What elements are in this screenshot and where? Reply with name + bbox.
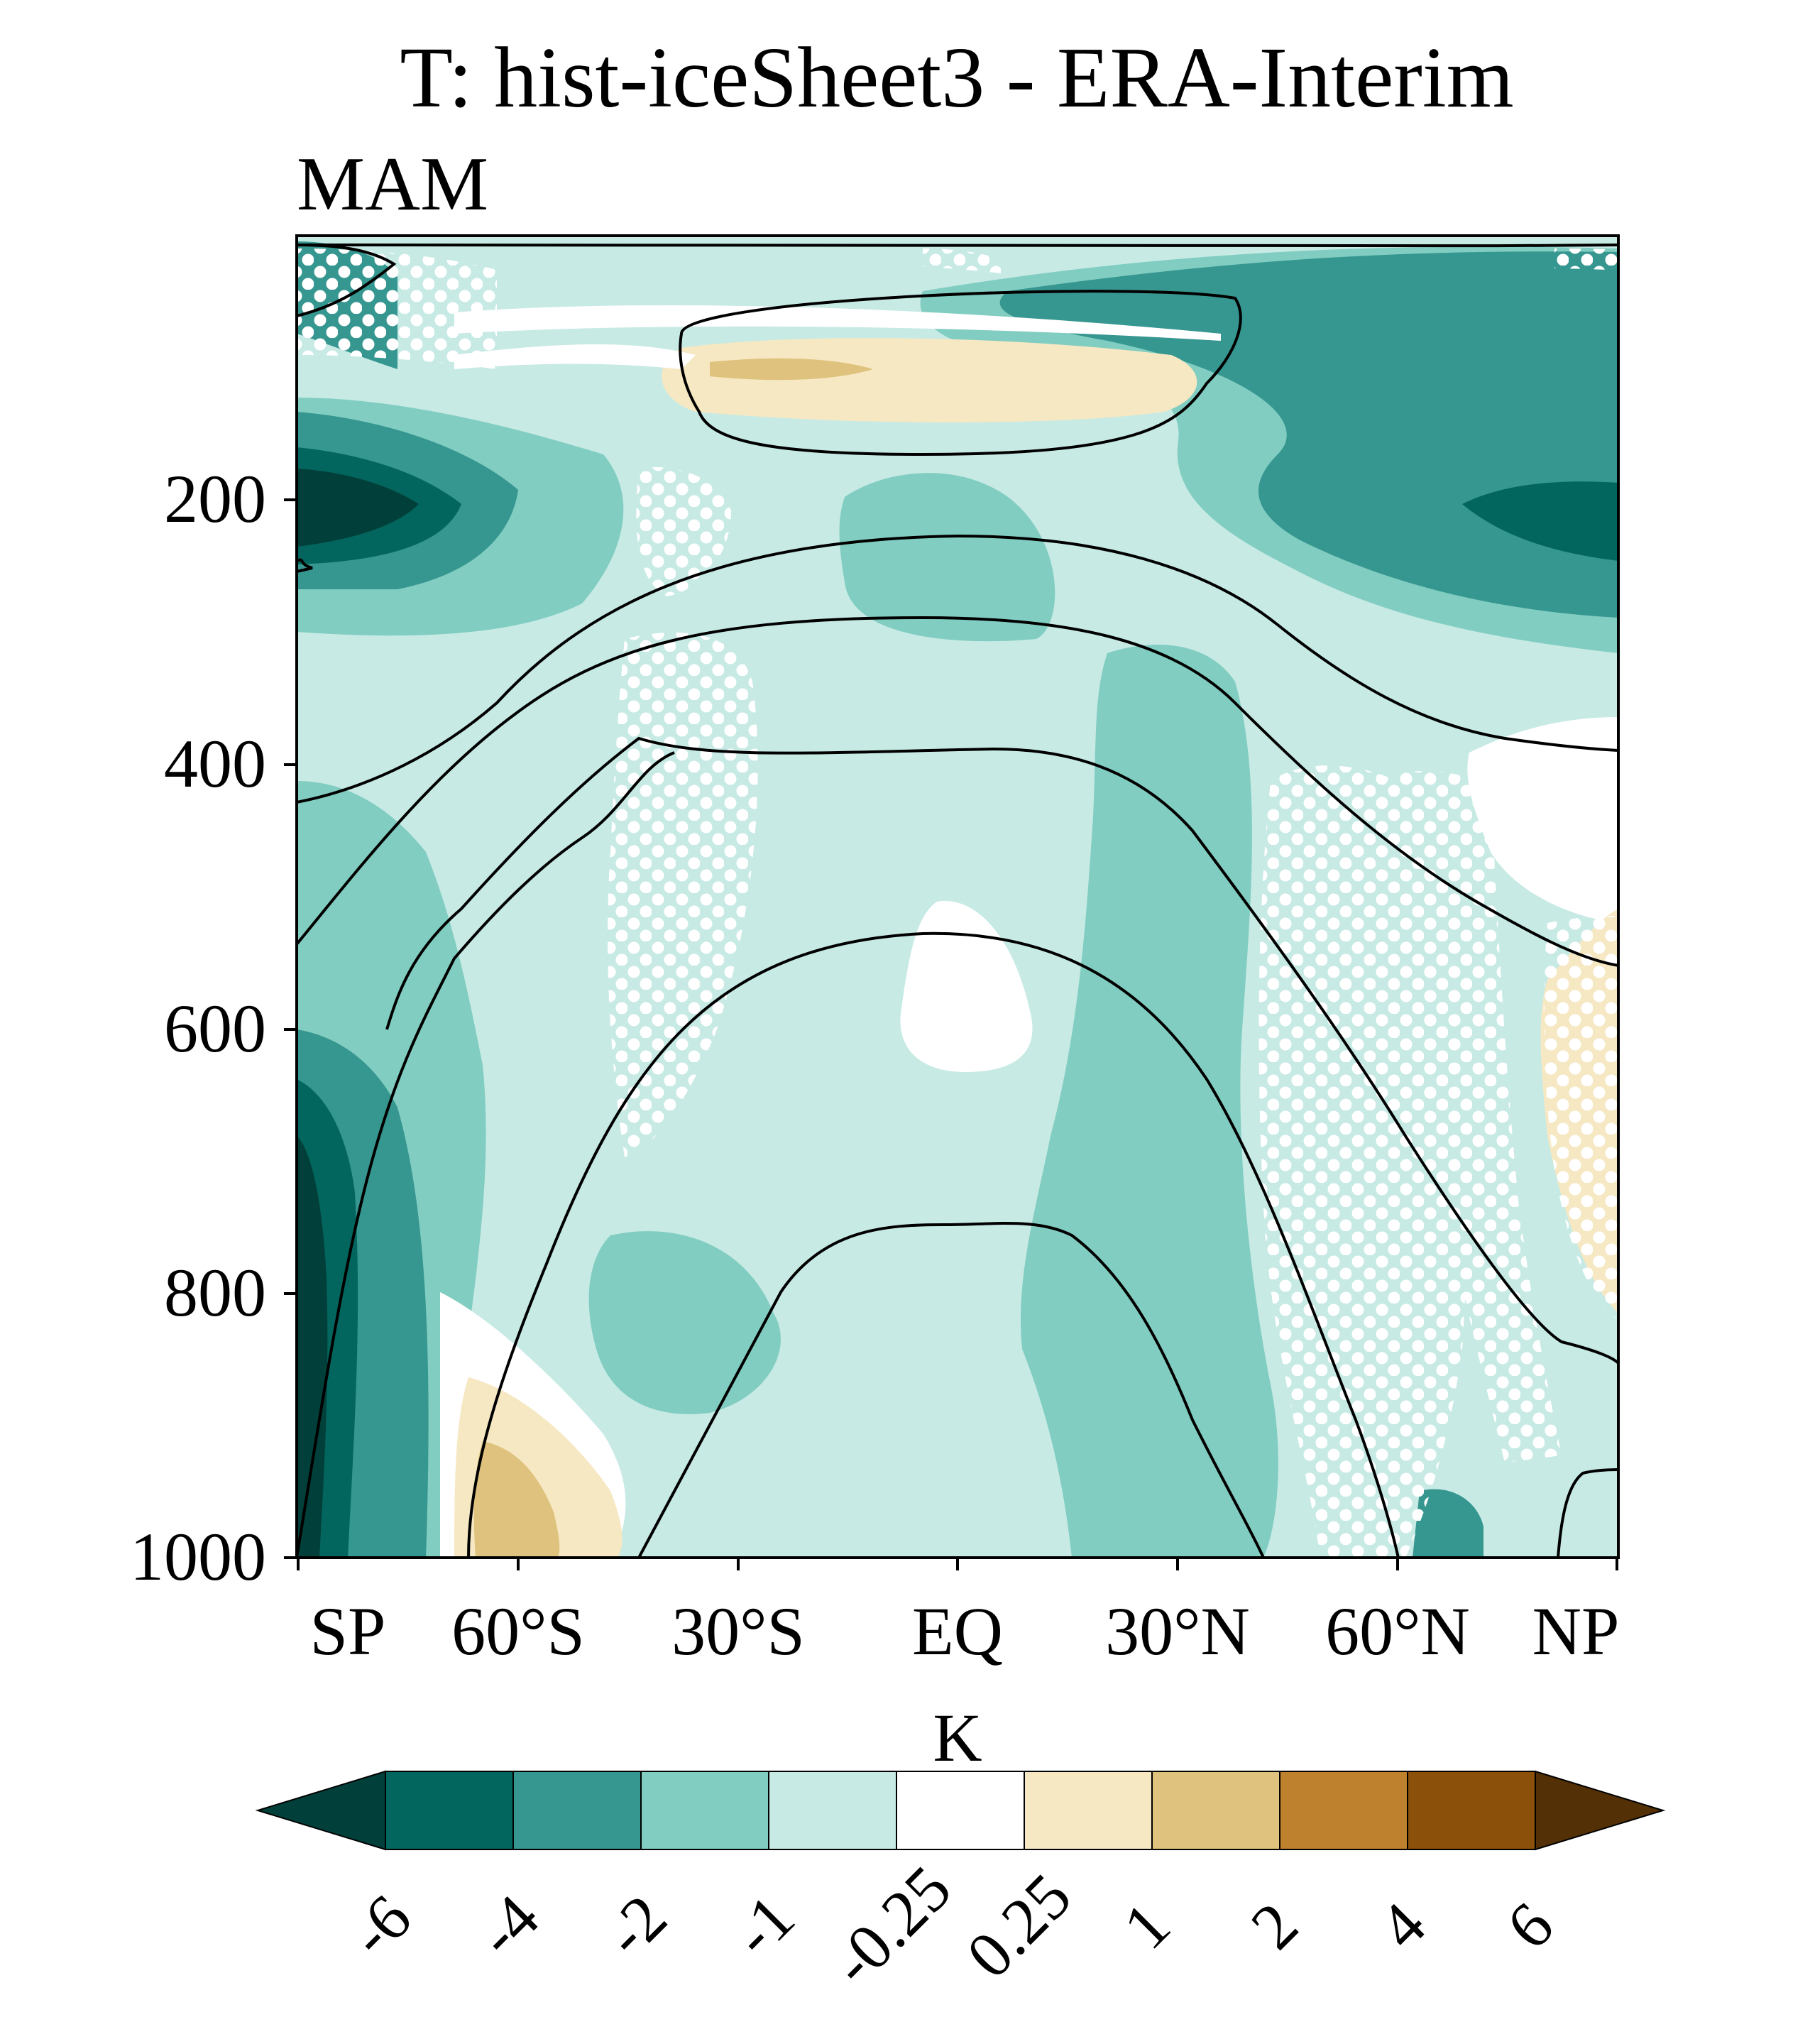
colorbar-swatch — [1279, 1771, 1408, 1850]
sh-stipple-upper — [636, 467, 731, 596]
x-tick-label: 30°N — [1105, 1593, 1250, 1669]
y-axis: 200 400 600 800 1000 — [130, 461, 297, 1595]
strat-white-band-2 — [454, 344, 696, 369]
y-tick-label: 400 — [164, 726, 266, 802]
strat-white-band-1 — [454, 305, 1221, 341]
colorbar-swatch — [768, 1771, 897, 1850]
plot-area — [297, 236, 1618, 1558]
contour-line — [679, 290, 1242, 457]
contour-line — [467, 931, 1400, 1558]
x-tick-label: SP — [310, 1593, 386, 1669]
colorbar: -6 -4 -2 -1 -0.250.25 1 2 4 6 — [255, 1770, 1666, 1999]
eq-mid-white — [900, 901, 1033, 1072]
nh-surface-minus4 — [1413, 1489, 1483, 1558]
nh-column-minus2 — [1021, 645, 1278, 1558]
colorbar-swatch — [896, 1771, 1025, 1850]
mid-lower-minus2 — [588, 1231, 781, 1414]
x-tick-label: NP — [1532, 1593, 1620, 1669]
y-tick-label: 800 — [164, 1255, 266, 1330]
y-tick-label: 600 — [164, 990, 266, 1066]
np-white — [1467, 717, 1618, 923]
x-tick-label: EQ — [912, 1593, 1003, 1669]
colorbar-tick-label: 2 — [1237, 1889, 1312, 1963]
colorbar-tick-label: -4 — [463, 1881, 552, 1970]
sh-stipple-region — [608, 632, 758, 1157]
nh-upper-minus4 — [999, 251, 1618, 618]
colorbar-unit-label: K — [933, 1700, 982, 1776]
sh-upper-core — [297, 469, 419, 547]
colorbar-extend-low — [255, 1770, 386, 1851]
colorbar-swatch — [385, 1771, 514, 1850]
colorbar-tick-label: -1 — [718, 1881, 808, 1970]
colorbar-swatch — [512, 1771, 642, 1850]
colorbar-extend-high — [1535, 1770, 1666, 1851]
tropics-upper-minus2 — [839, 473, 1055, 642]
colorbar-swatch — [1024, 1771, 1153, 1850]
nh-upper-minus6 — [1462, 481, 1618, 561]
contour-line — [297, 616, 1618, 967]
nh-stipple-region-2 — [1391, 771, 1562, 1463]
colorbar-swatch — [1151, 1771, 1280, 1850]
np-stipple-region — [1543, 916, 1618, 1321]
season-label: MAM — [297, 142, 488, 226]
contour-line — [637, 1222, 1265, 1558]
sh-lower-core — [297, 1136, 328, 1558]
x-tick-label: 60°S — [451, 1593, 585, 1669]
colorbar-tick-label: 6 — [1493, 1889, 1567, 1963]
colorbar-swatch — [640, 1771, 769, 1850]
contour-line — [297, 244, 397, 317]
contour-line — [385, 736, 1618, 1365]
y-tick-label: 1000 — [130, 1519, 266, 1595]
contour-line — [297, 534, 1618, 804]
strat-plus-band-light — [662, 338, 1197, 422]
chart-title: T: hist-iceSheet3 - ERA-Interim — [400, 30, 1513, 126]
contour-line — [1557, 1468, 1618, 1558]
sh-surface-plus-mid — [473, 1441, 560, 1558]
np-stipple-strat — [1554, 248, 1618, 270]
x-tick-label: 60°N — [1325, 1593, 1470, 1669]
y-tick-label: 200 — [164, 461, 266, 537]
x-axis: SP 60°S 30°S EQ 30°N 60°N NP — [297, 1558, 1620, 1669]
strat-plus-band-mid — [710, 358, 873, 381]
colorbar-tick-label: 4 — [1365, 1889, 1439, 1963]
colorbar-tick-label: 0.25 — [953, 1859, 1085, 1991]
colorbar-swatch — [1407, 1771, 1536, 1850]
colorbar-tick-label: 1 — [1109, 1889, 1184, 1963]
colorbar-tick-label: -2 — [591, 1881, 680, 1970]
contour-line — [297, 558, 313, 573]
contour-line — [297, 751, 675, 1558]
colorbar-tick-label: -6 — [335, 1881, 424, 1970]
sh-stipple-strat — [297, 248, 497, 369]
strat-stipple-eq — [923, 248, 1001, 273]
colorbar-tick-label: -0.25 — [817, 1852, 965, 1999]
x-tick-label: 30°S — [671, 1593, 805, 1669]
